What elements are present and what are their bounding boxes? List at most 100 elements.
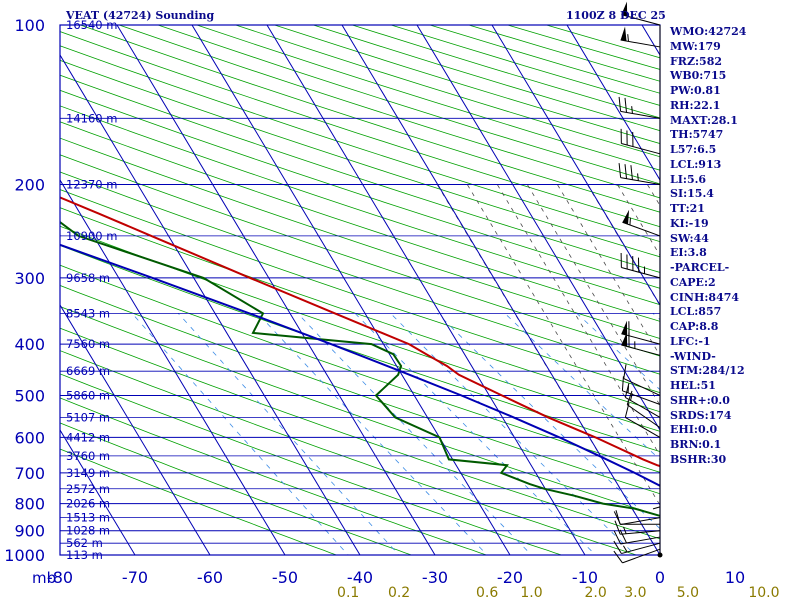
- wind-barb-flag: [621, 1, 628, 17]
- dry-adiabat-line: [60, 350, 638, 555]
- dry-adiabat-line: [60, 327, 660, 540]
- wind-barb-staff: [621, 333, 661, 345]
- mixing-ratio-tick-label: 10.0: [748, 585, 779, 600]
- index-item: SI:15.4: [670, 187, 714, 201]
- height-label: 2026 m: [66, 497, 110, 511]
- wind-barb-full: [624, 97, 628, 113]
- chart-title: VEAT (42724) Sounding: [66, 9, 215, 22]
- mixing-ratio-tick-label: 2.0: [585, 585, 607, 600]
- parcel-profile: [60, 243, 660, 487]
- dry-adiabat-line: [60, 207, 660, 413]
- dry-adiabat-line: [60, 171, 660, 375]
- index-item: SRDS:174: [670, 408, 732, 422]
- mixing-ratio-tick-label: 0.6: [476, 585, 498, 600]
- grid: [60, 25, 660, 555]
- dry-adiabat-line: [60, 105, 660, 306]
- wind-barb-staff: [622, 390, 661, 405]
- pressure-tick-label: 300: [14, 269, 45, 288]
- wind-barb-staff: [621, 14, 661, 26]
- pressure-tick-label: 100: [14, 16, 45, 35]
- wind-barb-half: [627, 34, 629, 42]
- wind-barb-flag: [620, 26, 627, 42]
- mixing-ratio-tick-label: 0.1: [337, 585, 359, 600]
- dry-adiabat-line: [60, 397, 488, 555]
- height-label: 16540 m: [66, 18, 117, 32]
- wind-barb-staff: [625, 396, 661, 418]
- wind-barb-staff: [626, 404, 661, 429]
- index-item: SW:44: [670, 231, 709, 245]
- wind-barb-full: [621, 376, 624, 391]
- index-item: WB0:715: [670, 69, 727, 83]
- height-label: 9658 m: [66, 271, 110, 285]
- isotherm-line: [416, 25, 660, 431]
- temperature-tick-label: 10: [725, 568, 745, 587]
- wind-barb-half: [622, 545, 628, 553]
- height-label: 4412 m: [66, 430, 110, 444]
- dry-adiabats: [60, 25, 660, 555]
- index-item: RH:22.1: [670, 98, 721, 112]
- height-label: 1028 m: [66, 524, 110, 538]
- isotherm-line: [566, 25, 660, 181]
- wind-barb-full: [613, 550, 623, 564]
- index-item: KI:-19: [670, 216, 709, 230]
- wind-barb-staff: [620, 517, 661, 526]
- temperature-profile: [60, 196, 660, 468]
- mixing-ratio-line: [257, 313, 488, 555]
- mixing-ratio-tick-label: 1.0: [520, 585, 542, 600]
- wind-barb-full: [630, 165, 633, 180]
- index-item: LCL:857: [670, 305, 722, 319]
- index-item: L57:6.5: [670, 143, 717, 156]
- mixing-ratio-line: [131, 313, 349, 555]
- dry-adiabat-line: [60, 422, 413, 555]
- temperature-tick-label: -60: [197, 568, 223, 587]
- height-label: 7560 m: [66, 337, 110, 351]
- wind-barb-half: [631, 106, 633, 114]
- height-label: 2572 m: [66, 482, 110, 496]
- dry-adiabat-line: [60, 225, 660, 432]
- index-item: BSHR:30: [670, 452, 727, 466]
- wind-barb-full: [614, 520, 621, 535]
- dry-adiabat-line: [60, 448, 338, 555]
- index-item: CAPE:2: [670, 275, 716, 289]
- temperature-tick-label: -40: [347, 568, 373, 587]
- dry-adiabat-line: [60, 285, 660, 495]
- temperature-tick-label: -70: [122, 568, 148, 587]
- temperature-tick-label: -80: [47, 568, 73, 587]
- dry-adiabat-line: [60, 121, 660, 322]
- height-label: 113 m: [66, 548, 103, 562]
- wind-barb-staff: [625, 416, 661, 438]
- isotherm-line: [60, 429, 136, 555]
- height-label: 562 m: [66, 536, 103, 550]
- sounding-profiles: [60, 196, 660, 517]
- index-item: STM:284/12: [670, 364, 745, 378]
- wind-barb-full: [613, 540, 622, 554]
- wind-barb-full: [613, 530, 622, 545]
- index-item: LCL:913: [670, 157, 722, 171]
- dry-adiabat-line: [60, 189, 660, 394]
- wind-barb-flag: [621, 320, 628, 336]
- index-item: MAXT:28.1: [670, 113, 738, 127]
- pressure-tick-label: 800: [14, 495, 45, 514]
- wind-barb-flag: [621, 331, 628, 347]
- wind-barb-full: [626, 390, 633, 405]
- wind-barb-staff: [621, 542, 661, 555]
- wind-barb-calm: [657, 552, 663, 558]
- isotherm-line: [191, 25, 511, 555]
- mixing-ratio-tick-label: 3.0: [624, 585, 646, 600]
- isotherm-line: [60, 179, 286, 555]
- wind-barb-staff: [622, 548, 661, 564]
- wind-barb-staff: [621, 267, 661, 279]
- index-item: FRZ:582: [670, 54, 723, 68]
- wind-barb-staff: [620, 39, 661, 48]
- wind-barb-half: [627, 385, 630, 393]
- mixing-ratio-tick-label: 0.2: [388, 585, 410, 600]
- dry-adiabat-line: [468, 25, 660, 82]
- wind-barbs: [613, 1, 663, 564]
- pressure-tick-label: 600: [14, 428, 45, 447]
- height-label: 1513 m: [66, 511, 110, 525]
- isotherm-line: [266, 25, 586, 555]
- height-label: 3149 m: [66, 466, 110, 480]
- wind-barb-half: [652, 506, 661, 510]
- temperature-tick-label: -30: [422, 568, 448, 587]
